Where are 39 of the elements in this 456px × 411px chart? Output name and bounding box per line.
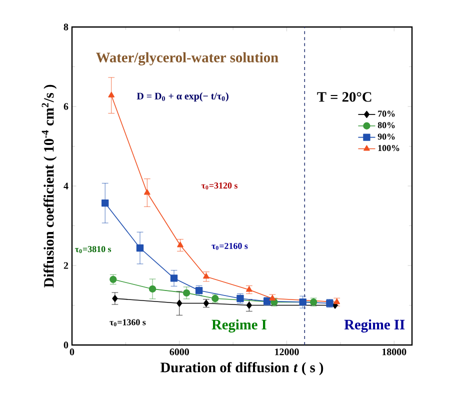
x-tick-label: 18000 [382, 348, 406, 356]
y-axis-title: Diffusion coefficient ( 10$^{-4}$ cm$^{2}$/s ) [42, 84, 57, 288]
y-tick-label: 6 [64, 103, 68, 110]
y-tick-label: 0 [64, 342, 68, 348]
annotation: Water/glycerol-water solution [96, 52, 278, 66]
annotation: τ$_{0}$=3810 s [75, 246, 112, 254]
x-tick-label: 0 [70, 348, 74, 356]
point [108, 92, 115, 98]
annotation: τ$_{0}$=3120 s [201, 182, 238, 190]
legend-label: 90% [378, 134, 395, 140]
point [269, 294, 276, 300]
x-tick-label: 6000 [170, 348, 189, 356]
point [246, 302, 252, 309]
point [203, 273, 210, 279]
point [177, 242, 184, 248]
x-tick-label: 12000 [275, 348, 299, 356]
point [246, 286, 252, 292]
x-axis-title: Duration of diffusion t ( s ) [160, 362, 324, 376]
annotation: T = 20°C [317, 92, 372, 102]
y-tick-label: 2 [64, 262, 68, 269]
point [176, 300, 182, 307]
y-tick-label: 4 [64, 182, 68, 190]
annotation: τ$_{0}$=2160 s [212, 242, 248, 250]
legend-label: 70% [378, 110, 395, 117]
point [299, 298, 306, 306]
legend-label: 80% [378, 122, 395, 128]
annotation: D = D$_{0}$ + α exp(− t/τ$_{0}$) [136, 92, 228, 102]
point [102, 200, 109, 207]
annotation: Regime I [212, 319, 266, 332]
y-tick-label: 8 [64, 24, 68, 30]
point [182, 289, 190, 297]
point [170, 274, 178, 282]
annotation: Regime II [344, 319, 405, 332]
legend-label: 100% [378, 145, 400, 152]
point [144, 189, 150, 195]
point [112, 294, 118, 302]
annotation: τ$_{0}$=1360 s [110, 319, 146, 326]
point [136, 244, 144, 252]
point [148, 285, 156, 293]
